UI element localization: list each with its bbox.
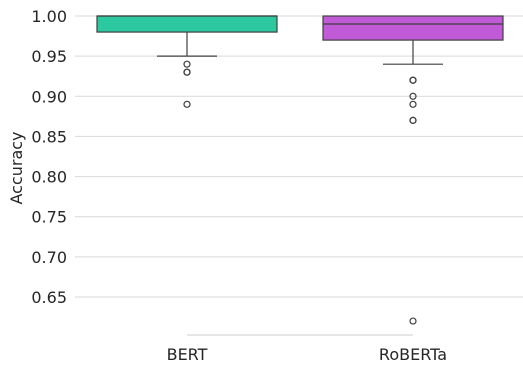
x-tick-labels: BERT RoBERTa: [167, 345, 447, 364]
y-tick-label: 0.70: [31, 248, 67, 267]
y-tick-label: 0.85: [31, 127, 67, 146]
box-roberta: [322, 15, 504, 325]
iqr-box: [322, 15, 504, 41]
y-gridlines: [75, 15, 523, 298]
y-tick-label: 0.95: [31, 47, 67, 66]
x-tick-label: RoBERTa: [379, 345, 447, 364]
iqr-box: [96, 15, 278, 33]
outlier-point: [409, 100, 417, 108]
box-bert: [96, 15, 278, 108]
outlier-point: [409, 317, 417, 325]
outlier-point: [183, 68, 191, 76]
outlier-point: [409, 92, 417, 100]
y-tick-label: 0.90: [31, 87, 67, 106]
x-tick-label: BERT: [167, 345, 208, 364]
y-tick-label: 1.00: [31, 7, 67, 26]
outlier-point: [183, 60, 191, 68]
y-tick-label: 0.65: [31, 288, 67, 307]
outlier-point: [409, 76, 417, 84]
boxes: [96, 15, 504, 325]
y-tick-labels: 0.65 0.70 0.75 0.80 0.85 0.90 0.95 1.00: [31, 7, 67, 307]
y-tick-label: 0.75: [31, 208, 67, 227]
y-tick-label: 0.80: [31, 168, 67, 187]
y-axis-label: Accuracy: [7, 131, 26, 204]
outlier-point: [183, 100, 191, 108]
outlier-point: [409, 116, 417, 124]
